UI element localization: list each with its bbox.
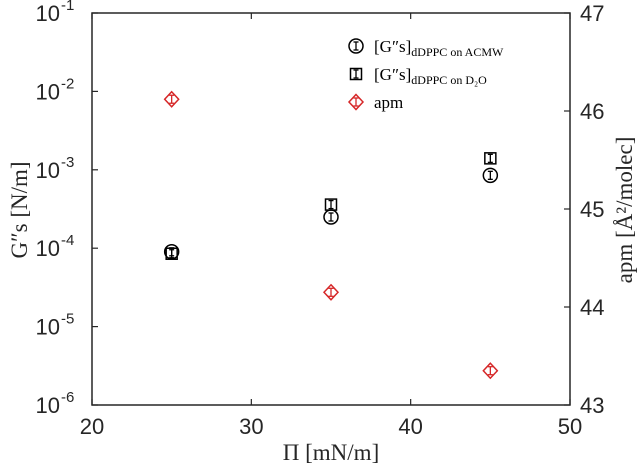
y-left-tick-exponent: -2: [61, 75, 74, 92]
diamond-data-point: [322, 283, 340, 301]
square-data-point: [324, 198, 338, 211]
legend-entry-label: [G″s]dDPPC on ACMW: [374, 37, 504, 59]
legend-entry-label: [G″s]dDPPC on D₂O: [374, 65, 487, 87]
x-tick-label: 30: [239, 414, 263, 439]
y-left-tick-label: 10: [36, 1, 60, 26]
y-right-tick-label: 46: [580, 99, 604, 124]
right-y-axis-ticks: 43 44 45 46 47: [564, 1, 604, 418]
y-left-tick-label: 10: [36, 158, 60, 183]
y-right-tick-label: 44: [580, 295, 604, 320]
y-left-tick-label: 10: [36, 315, 60, 340]
legend: [G″s]dDPPC on ACMW [G″s]dDPPC on D₂O apm: [347, 37, 504, 112]
left-y-axis-ticks: 10-610-510-410-310-210-1: [36, 0, 98, 418]
diamond-data-point: [482, 362, 499, 380]
y-left-tick-exponent: -5: [61, 311, 74, 328]
legend-square-marker: [349, 67, 363, 81]
y-left-tick-exponent: -4: [61, 232, 74, 249]
y-left-tick-label: 10: [36, 236, 60, 261]
y-left-tick-exponent: -6: [61, 389, 74, 406]
square-data-point: [165, 247, 178, 260]
legend-diamond-marker: [347, 93, 365, 111]
y-left-tick-exponent: -3: [61, 154, 74, 171]
circle-data-point: [482, 167, 499, 184]
x-axis-label: Π [mN/m]: [283, 440, 379, 465]
left-y-axis-label: G″s [N/m]: [7, 161, 32, 258]
right-y-axis-label: apm [Å²/molec]: [612, 137, 637, 284]
y-right-tick-label: 47: [580, 1, 604, 26]
y-left-tick-label: 10: [36, 393, 60, 418]
y-right-tick-label: 43: [580, 393, 604, 418]
y-right-tick-label: 45: [580, 197, 604, 222]
diamond-data-point: [163, 90, 180, 108]
x-tick-label: 20: [80, 414, 104, 439]
legend-circle-marker: [348, 38, 364, 54]
data-marks: [163, 90, 499, 380]
y-left-tick-exponent: -1: [61, 0, 74, 14]
x-tick-label: 40: [398, 414, 422, 439]
x-tick-label: 50: [558, 414, 582, 439]
y-left-tick-label: 10: [36, 79, 60, 104]
square-data-point: [484, 152, 497, 165]
x-axis-ticks: 20 30 40 50: [80, 13, 582, 439]
legend-entry-label: apm: [374, 93, 403, 112]
